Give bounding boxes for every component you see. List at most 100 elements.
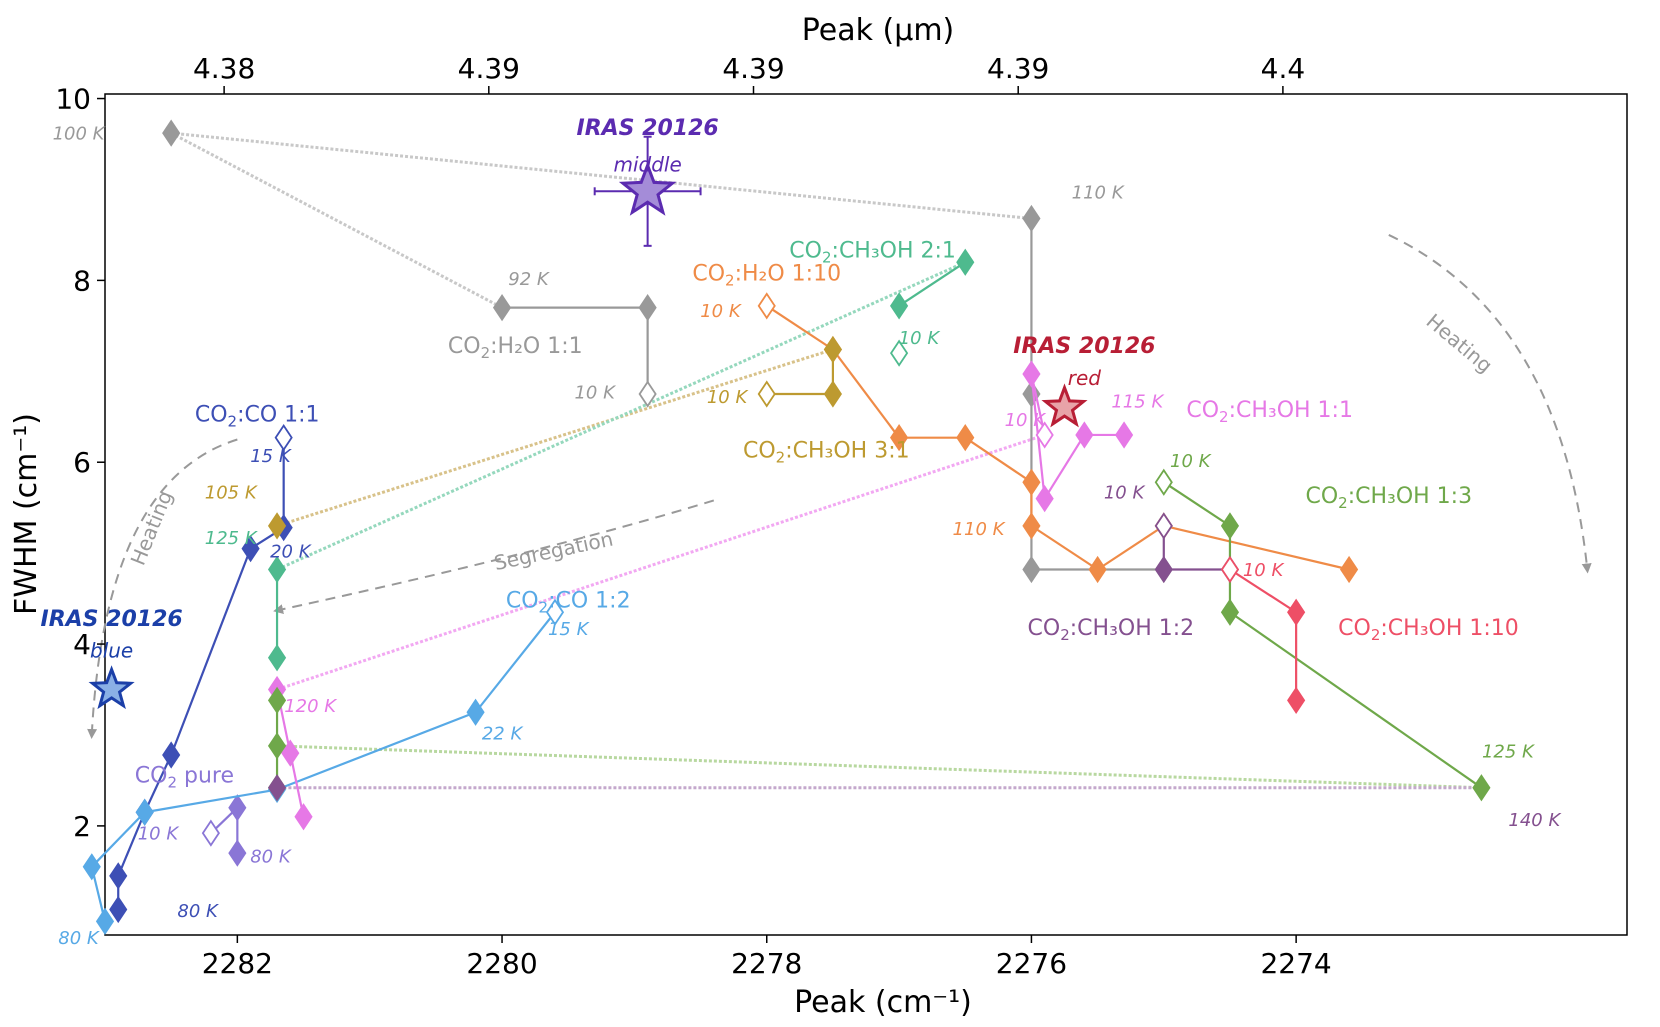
top-tick-label: 4.39: [722, 52, 784, 85]
temperature-label: 10 K: [1104, 483, 1146, 504]
x-tick-label: 2276: [996, 947, 1067, 980]
observation-name: IRAS 20126: [577, 116, 719, 141]
temperature-label: 110 K: [1072, 183, 1125, 204]
observation-red: [1041, 383, 1088, 428]
temperature-label: 10 K: [700, 301, 742, 322]
x-tick-label: 2274: [1260, 947, 1331, 980]
temperature-label: 10 K: [707, 387, 749, 408]
temperature-label: 92 K: [508, 269, 550, 290]
segregation-link-line: [170, 131, 503, 309]
temperature-label: 10 K: [1170, 451, 1212, 472]
series-label: CO2 pure: [135, 763, 234, 791]
arrows: [87, 234, 1592, 739]
series-line: [474, 611, 556, 713]
series-line: [1030, 524, 1099, 571]
top-tick-label: 4.38: [193, 52, 255, 85]
temperature-label: 80 K: [177, 901, 219, 922]
data-point-open: [274, 424, 293, 452]
temperature-label: 105 K: [205, 483, 258, 504]
data-point: [492, 294, 512, 322]
observation-subname: middle: [613, 152, 681, 176]
data-point-open: [201, 819, 220, 847]
temperature-label: 22 K: [482, 724, 524, 745]
temperature-label: 10 K: [574, 383, 616, 404]
observation-middle: [593, 135, 702, 247]
data-point: [82, 853, 101, 881]
series-line: [1229, 568, 1297, 614]
temperature-label: 10 K: [899, 328, 941, 349]
data-point: [823, 380, 842, 408]
observation-subname: blue: [90, 639, 133, 663]
series-label: CO2:H₂O 1:1: [448, 334, 583, 362]
series-label: CO2:CH₃OH 1:3: [1305, 484, 1472, 512]
data-point: [638, 294, 657, 322]
segregation-link-line: [171, 131, 1032, 221]
data-point: [956, 248, 975, 276]
series-line: [144, 788, 278, 814]
data-point: [267, 555, 287, 584]
y-tick-label: 4: [73, 628, 91, 661]
series-line: [117, 811, 146, 877]
series-co-ch-oh-3-1: [267, 335, 842, 540]
series-line: [289, 752, 305, 818]
series-line: [1163, 481, 1231, 527]
x-tick-label: 2280: [466, 947, 537, 980]
data-point: [135, 798, 154, 826]
data-point: [1022, 555, 1041, 584]
observation-name: IRAS 20126: [1013, 334, 1155, 359]
star-marker: [88, 665, 135, 710]
data-point: [267, 732, 287, 760]
data-point: [228, 794, 247, 822]
top-tick-label: 4.39: [987, 52, 1049, 85]
data-point-open: [1035, 421, 1054, 449]
data-point-open: [545, 598, 565, 626]
data-point: [109, 862, 128, 890]
star-marker: [618, 161, 677, 216]
temperature-label: 10 K: [138, 824, 180, 845]
series-co-ch-oh-2-1: [267, 248, 975, 672]
data-point: [267, 644, 287, 672]
data-point: [109, 895, 128, 924]
data-point: [281, 739, 300, 767]
temperature-label: 100 K: [53, 123, 106, 144]
temperature-label: 10 K: [1005, 410, 1047, 431]
temperature-label: 80 K: [250, 846, 292, 867]
series-label: CO2:CH₃OH 2:1: [789, 239, 956, 267]
top-tick-label: 4.4: [1261, 52, 1306, 85]
data-point-open: [757, 292, 776, 320]
data-point: [162, 119, 181, 147]
temperature-label: 15 K: [250, 446, 292, 467]
axes-group: 2282 2280 2278 2276 2274 2 4 6 8 10 4.38 4.39 4.39 4.…: [55, 52, 1331, 980]
series-label: CO2:CH₃OH 1:10: [1338, 616, 1519, 644]
series-line: [276, 711, 476, 791]
annotation-heating: Heating: [126, 487, 178, 569]
series-label: CO2:CH₃OH 1:1: [1186, 398, 1353, 426]
data-point: [1035, 484, 1054, 513]
data-point: [890, 424, 909, 452]
data-point: [1022, 512, 1041, 540]
plot-frame: [104, 93, 1628, 936]
y-tick-label: 2: [73, 810, 91, 843]
series-line: [1043, 434, 1086, 500]
series-label: CO2:CH₃OH 3:1: [743, 439, 910, 467]
series-line: [832, 348, 900, 439]
segregation-link-line: [277, 744, 1482, 790]
data-point: [956, 424, 975, 452]
data-point: [1287, 598, 1306, 626]
observation-name: IRAS 20126: [41, 607, 183, 632]
temperature-label: 140 K: [1508, 810, 1561, 831]
data-point: [1022, 204, 1041, 233]
series-line: [170, 548, 252, 756]
data-point-open: [1154, 512, 1173, 540]
series-label: CO2:CO 1:2: [506, 589, 631, 617]
data-point: [1022, 468, 1041, 496]
temperature-label: 125 K: [1482, 742, 1535, 763]
series-line: [964, 436, 1033, 484]
temperature-label: 120 K: [284, 696, 337, 717]
series-co-ch-oh-1-10: [1220, 555, 1306, 715]
data-point: [294, 803, 313, 831]
observations-group: IRAS 20126 middle IRAS 20126 red IRAS 20126 b…: [41, 116, 1155, 710]
data-point-open: [638, 380, 657, 408]
data-point: [1287, 686, 1306, 715]
